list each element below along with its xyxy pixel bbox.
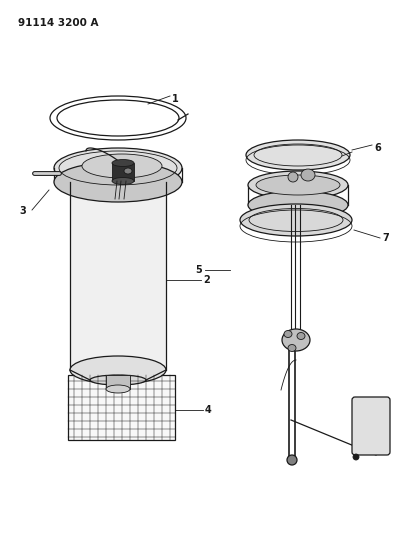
Ellipse shape bbox=[288, 172, 298, 182]
Text: 7: 7 bbox=[382, 233, 389, 243]
Ellipse shape bbox=[246, 140, 350, 170]
Ellipse shape bbox=[106, 385, 130, 393]
Ellipse shape bbox=[282, 329, 310, 351]
Ellipse shape bbox=[82, 154, 162, 178]
Bar bbox=[106, 375, 130, 389]
Ellipse shape bbox=[284, 330, 292, 337]
Ellipse shape bbox=[124, 168, 132, 174]
Text: 2: 2 bbox=[203, 275, 210, 285]
Ellipse shape bbox=[248, 171, 348, 199]
Ellipse shape bbox=[288, 344, 296, 351]
Ellipse shape bbox=[54, 162, 182, 202]
Ellipse shape bbox=[240, 204, 352, 236]
Bar bbox=[70, 182, 166, 370]
Text: 6: 6 bbox=[374, 143, 381, 153]
Text: 1: 1 bbox=[172, 94, 179, 104]
Ellipse shape bbox=[287, 455, 297, 465]
Bar bbox=[112, 163, 134, 181]
Ellipse shape bbox=[248, 191, 348, 219]
Ellipse shape bbox=[70, 168, 166, 196]
Text: 5: 5 bbox=[195, 265, 202, 275]
Ellipse shape bbox=[353, 454, 359, 460]
Ellipse shape bbox=[70, 356, 166, 384]
FancyBboxPatch shape bbox=[352, 397, 390, 455]
Bar bbox=[68, 375, 175, 440]
Text: 3: 3 bbox=[19, 206, 26, 216]
Ellipse shape bbox=[54, 148, 182, 188]
Text: 91114 3200 A: 91114 3200 A bbox=[18, 18, 98, 28]
Ellipse shape bbox=[90, 375, 146, 385]
Ellipse shape bbox=[301, 169, 315, 181]
Ellipse shape bbox=[297, 333, 305, 340]
Text: 4: 4 bbox=[205, 405, 212, 415]
Ellipse shape bbox=[256, 175, 340, 195]
Ellipse shape bbox=[112, 177, 134, 184]
Ellipse shape bbox=[112, 159, 134, 166]
